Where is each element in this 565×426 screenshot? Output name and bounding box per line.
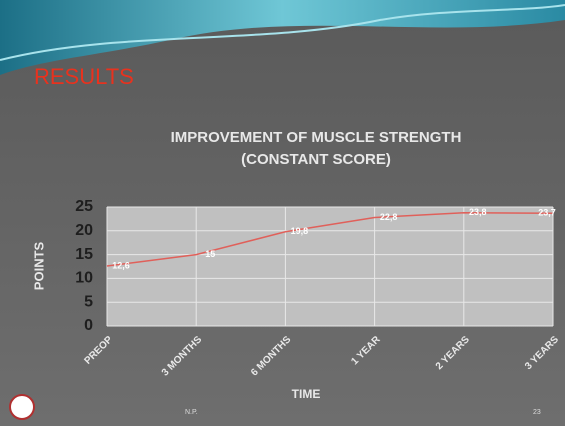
x-axis-label: TIME [292,387,321,401]
data-label: 19,8 [291,226,309,236]
logo [9,394,35,420]
page-number: 23 [533,409,541,416]
data-label: 22,8 [380,212,398,222]
heading: RESULTS [34,64,134,89]
y-tick-label: 5 [84,293,93,310]
y-tick-label: 20 [75,222,93,239]
footer: N.P. [185,409,198,416]
data-label: 15 [205,249,215,259]
plot-area [107,207,553,326]
data-label: 12,6 [112,260,130,270]
chart-title: IMPROVEMENT OF MUSCLE STRENGTH [171,129,462,146]
header-wave [0,0,565,75]
y-tick-label: 0 [84,317,93,334]
chart-subtitle: (CONSTANT SCORE) [241,151,391,168]
y-axis-label: POINTS [31,241,46,290]
y-tick-label: 15 [75,246,93,263]
y-tick-label: 25 [75,198,93,215]
data-label: 23,7 [538,208,556,218]
data-label: 23,8 [469,207,487,217]
line [106,211,554,267]
wave-line [0,4,565,61]
y-tick-label: 10 [75,270,93,287]
